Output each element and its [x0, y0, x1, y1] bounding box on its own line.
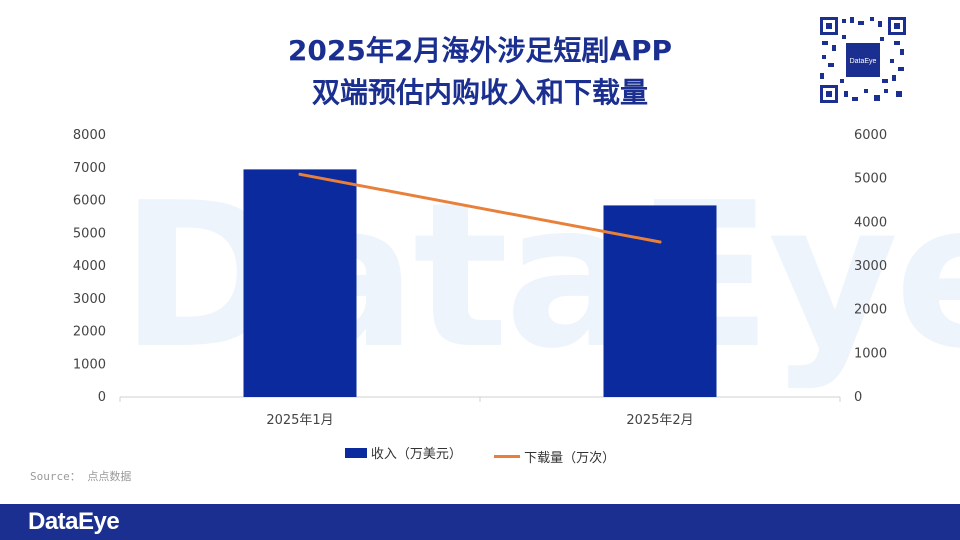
- y-left-tick-label: 5000: [73, 226, 106, 241]
- y-right-tick-label: 0: [854, 390, 862, 405]
- y-left-tick-label: 3000: [73, 292, 106, 307]
- legend-label-line: 下载量（万次）: [524, 450, 616, 466]
- legend-swatch-line: [494, 454, 521, 458]
- title-line-2: 双端预估内购收入和下载量: [311, 76, 648, 109]
- x-category-label: 2025年1月: [266, 413, 333, 428]
- footer-bar: DataEye: [0, 504, 960, 540]
- legend-label-bar: 收入（万美元）: [370, 447, 462, 462]
- qr-code-icon: DataEye: [818, 15, 908, 105]
- y-left-tick-label: 6000: [73, 194, 106, 209]
- y-left-tick-label: 8000: [73, 128, 106, 143]
- y-right-tick-label: 4000: [854, 215, 887, 230]
- downloads-line: [298, 172, 662, 244]
- legend-item-line: 下载量（万次）: [494, 447, 615, 466]
- legend: 收入（万美元） 下载量（万次）: [0, 443, 960, 466]
- source-note: Source： 点点数据: [30, 470, 132, 483]
- legend-item-bar: 收入（万美元）: [344, 443, 462, 462]
- y-right-tick-label: 3000: [854, 259, 887, 274]
- y-right-tick-label: 2000: [854, 303, 887, 318]
- y-right-tick-label: 6000: [854, 128, 887, 143]
- y-right-tick-label: 1000: [854, 346, 887, 361]
- revenue-bar: [243, 169, 357, 397]
- y-left-tick-label: 2000: [73, 325, 106, 340]
- chart-title: 2025年2月海外涉足短剧APP 双端预估内购收入和下载量: [160, 30, 800, 114]
- y-left-tick-label: 0: [98, 390, 106, 405]
- brand-logo: DataEye: [28, 508, 120, 535]
- qr-label: DataEye: [850, 58, 877, 65]
- x-category-label: 2025年2月: [626, 413, 693, 428]
- title-line-1: 2025年2月海外涉足短剧APP: [287, 34, 673, 67]
- y-left-tick-label: 1000: [73, 357, 106, 372]
- downloads-point: [298, 172, 302, 176]
- downloads-point: [658, 240, 662, 244]
- y-left-tick-label: 7000: [73, 161, 106, 176]
- revenue-bar: [603, 205, 717, 397]
- y-left-tick-label: 4000: [73, 259, 106, 274]
- y-right-tick-label: 5000: [854, 172, 887, 187]
- legend-swatch-bar: [344, 447, 367, 458]
